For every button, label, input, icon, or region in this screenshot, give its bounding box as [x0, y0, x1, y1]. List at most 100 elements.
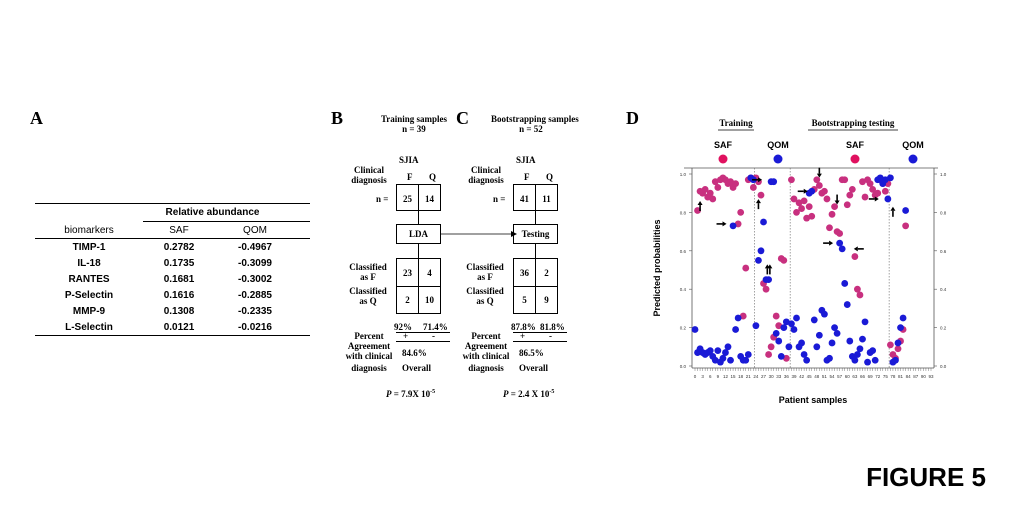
y-tick-label: 0.6	[680, 249, 687, 254]
data-point-qom	[691, 326, 699, 333]
data-point-qom	[722, 349, 729, 356]
annotation-arrowhead	[697, 201, 703, 206]
data-point-saf	[767, 343, 775, 351]
data-point-saf	[706, 189, 714, 197]
pct-negative: 81.8%	[540, 322, 565, 332]
data-point-saf	[749, 184, 757, 191]
group-label-training: Training	[719, 118, 753, 128]
pct-rule	[513, 332, 567, 333]
data-point-qom	[742, 356, 750, 364]
data-point-qom	[765, 276, 772, 283]
count-q: 11	[542, 194, 551, 204]
count-q: 14	[425, 194, 434, 204]
pct-rule	[396, 332, 450, 333]
matrix-divider	[396, 286, 441, 287]
annotation-arrowhead	[890, 206, 896, 211]
data-point-qom	[785, 343, 793, 351]
data-point-qom	[851, 356, 859, 364]
data-point-saf	[808, 212, 816, 220]
x-tick-label: 81	[898, 374, 904, 379]
data-point-qom	[813, 343, 821, 351]
data-point-saf	[772, 312, 780, 320]
table-top-rule	[35, 203, 310, 204]
sample-size: n = 52	[519, 124, 543, 134]
classified-f-label: Classified	[349, 262, 387, 272]
y-tick-label: 0.4	[940, 287, 947, 292]
data-point-saf	[742, 264, 750, 272]
data-point-qom	[760, 218, 767, 226]
table-bottom-rule	[35, 335, 310, 336]
data-point-qom	[719, 354, 727, 362]
n-equals-label: n =	[493, 194, 506, 204]
data-point-qom	[724, 343, 732, 351]
x-tick-label: 6	[709, 374, 712, 379]
table-group-header: Relative abundance	[165, 207, 260, 218]
x-tick-label: 21	[746, 374, 752, 379]
minus-sign: -	[432, 331, 435, 341]
sjia-label: SJIA	[516, 155, 536, 165]
data-point-qom	[815, 331, 823, 339]
pct-positive: 87.8%	[511, 322, 536, 332]
data-point-qom	[798, 339, 805, 347]
n-equals-label: n =	[376, 194, 389, 204]
percent-label: Percent	[354, 331, 384, 341]
data-point-saf	[798, 205, 805, 212]
panel-d-letter: D	[626, 108, 639, 128]
table-cell: -0.4967	[238, 241, 272, 253]
data-point-saf	[757, 191, 765, 199]
data-point-saf	[886, 341, 894, 349]
data-point-qom	[790, 326, 798, 333]
diagnosis-label: diagnosis	[468, 363, 504, 373]
classified-q-label: as Q	[476, 296, 494, 306]
data-point-saf	[831, 203, 838, 211]
legend-marker	[773, 154, 783, 164]
y-tick-label: 1.0	[680, 172, 687, 177]
data-point-saf	[813, 176, 821, 184]
table-mid-rule	[143, 221, 310, 222]
overall-label: Overall	[519, 363, 548, 373]
agreement-label: Agreement	[347, 341, 391, 351]
data-point-qom	[775, 337, 783, 345]
x-tick-label: 42	[799, 374, 805, 379]
data-point-qom	[755, 257, 762, 264]
p-value-text: = 2.4 X 10	[510, 389, 550, 399]
legend-label: SAF	[846, 140, 865, 150]
x-tick-label: 9	[717, 374, 720, 379]
y-axis-label: Predicted probabilities	[652, 219, 662, 316]
p-exponent: -5	[549, 389, 555, 395]
data-point-qom	[821, 310, 828, 318]
data-point-saf	[846, 191, 854, 199]
x-tick-label: 48	[814, 374, 820, 379]
method-box	[513, 224, 558, 244]
table-cell: -0.0216	[238, 321, 272, 333]
lda-to-testing-arrow	[441, 231, 517, 237]
sample-size: n = 39	[402, 124, 426, 134]
legend-marker	[908, 154, 918, 164]
x-tick-label: 69	[868, 374, 874, 379]
y-tick-label: 0.0	[680, 364, 687, 369]
data-point-saf	[815, 182, 823, 189]
data-point-qom	[734, 314, 742, 322]
data-point-saf	[793, 209, 800, 216]
biomarker-table: Relative abundance biomarkers SAF QOM TI…	[35, 203, 310, 336]
y-tick-label: 1.0	[940, 172, 947, 177]
data-point-qom	[899, 314, 907, 322]
data-point-qom	[732, 326, 740, 333]
x-tick-label: 30	[769, 374, 775, 379]
x-tick-label: 0	[694, 374, 697, 379]
data-point-saf	[790, 195, 798, 203]
matrix-cell: 10	[425, 295, 434, 305]
data-point-qom	[826, 354, 833, 362]
method-label: LDA	[408, 229, 428, 239]
p-symbol: P	[386, 389, 392, 399]
classified-f-label: Classified	[466, 262, 504, 272]
panel-b-letter: B	[331, 108, 344, 128]
data-point-saf	[709, 195, 717, 203]
clinical-label: Clinical	[470, 165, 501, 175]
data-point-qom	[772, 329, 780, 337]
diagnosis-label: diagnosis	[351, 363, 387, 373]
figure-label: FIGURE 5	[866, 462, 986, 492]
legend-marker	[850, 154, 860, 164]
data-point-saf	[874, 189, 882, 197]
x-tick-label: 84	[906, 374, 912, 379]
